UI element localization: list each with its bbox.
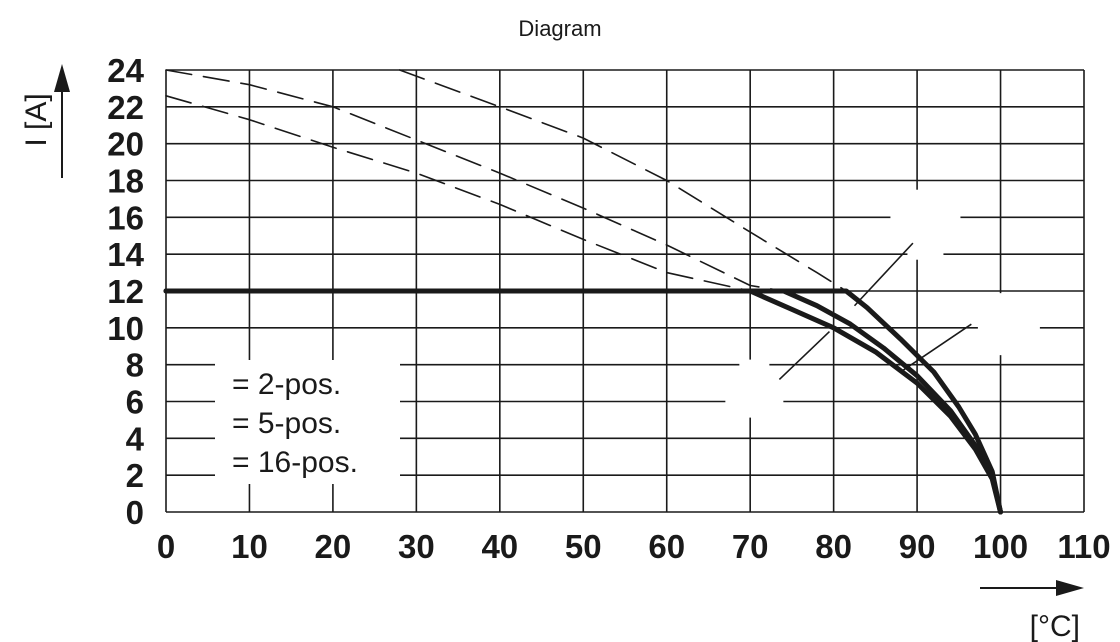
y-tick-label: 6 — [126, 384, 144, 421]
leader-line-0 — [853, 242, 914, 307]
x-tick-label: 50 — [565, 528, 602, 565]
series-line-4 — [165, 69, 785, 292]
y-tick-label: 24 — [107, 52, 144, 89]
series-line-2 — [163, 288, 1003, 515]
x-axis-arrowhead — [1056, 580, 1084, 596]
legend-box — [215, 360, 400, 484]
callouts — [725, 189, 1040, 418]
x-tick-label: 0 — [157, 528, 175, 565]
y-tick-label: 14 — [107, 236, 144, 273]
leader-line-1 — [899, 323, 972, 373]
y-tick-label: 2 — [126, 457, 144, 494]
y-axis-arrowhead — [54, 64, 70, 92]
y-axis-label: I [A] — [20, 93, 53, 146]
x-tick-label: 60 — [648, 528, 685, 565]
legend-entry-2-pos: = 2-pos. — [232, 368, 341, 401]
y-tick-label: 0 — [126, 494, 144, 531]
x-tick-label: 110 — [1057, 528, 1110, 565]
glare-patch-v-0 — [907, 189, 944, 260]
glare-patch-v-1 — [992, 293, 1025, 356]
y-tick-label: 8 — [126, 347, 144, 384]
series-line-5 — [165, 95, 752, 292]
x-tick-label: 10 — [231, 528, 268, 565]
x-tick-label: 20 — [315, 528, 352, 565]
leader-line-2 — [778, 330, 831, 380]
x-tick-labels: 0 10 20 30 40 50 60 70 80 90 100 110 — [157, 528, 1111, 565]
x-tick-label: 100 — [973, 528, 1028, 565]
chart-title: Diagram — [518, 16, 601, 41]
y-tick-label: 22 — [107, 89, 144, 126]
y-tick-label: 20 — [107, 126, 144, 163]
series-line-3 — [398, 69, 848, 292]
series-lines — [163, 69, 1003, 515]
y-tick-label: 4 — [126, 420, 145, 457]
grid — [165, 69, 1085, 513]
x-tick-label: 40 — [481, 528, 518, 565]
legend: = 2-pos. = 5-pos. = 16-pos. — [215, 360, 400, 484]
x-tick-label: 70 — [732, 528, 769, 565]
x-tick-label: 80 — [815, 528, 852, 565]
y-tick-label: 18 — [107, 163, 144, 200]
y-tick-label: 10 — [107, 310, 144, 347]
x-tick-label: 30 — [398, 528, 435, 565]
y-tick-label: 16 — [107, 199, 144, 236]
legend-entry-5-pos: = 5-pos. — [232, 407, 341, 440]
series-line-0 — [163, 288, 1003, 515]
y-tick-label: 12 — [107, 273, 144, 310]
glare-patch-v-2 — [739, 359, 770, 418]
x-axis-label: [°C] — [1030, 610, 1080, 642]
legend-entry-16-pos: = 16-pos. — [232, 446, 358, 479]
x-tick-label: 90 — [899, 528, 936, 565]
